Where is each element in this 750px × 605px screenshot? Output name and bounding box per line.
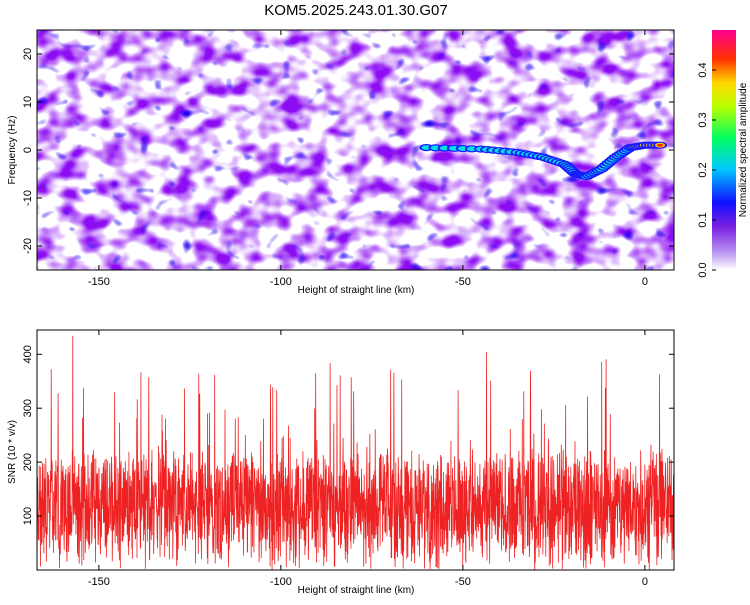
spectrogram-y-label: Frequency (Hz) xyxy=(7,116,18,185)
colorbar-tick-label: 0.3 xyxy=(697,112,709,127)
snr-frame xyxy=(36,329,675,571)
y-tick-label: -20 xyxy=(22,238,34,254)
signal-peak xyxy=(657,143,664,147)
x-tick-label: -100 xyxy=(270,276,292,288)
spectrogram-noise-field xyxy=(37,30,674,270)
y-tick-label: 10 xyxy=(22,96,34,108)
y-tick-label: 100 xyxy=(22,507,34,525)
signal-track xyxy=(419,141,668,180)
snr-plot-area xyxy=(37,330,674,570)
x-tick-label: 0 xyxy=(642,276,648,288)
colorbar-tick-label: 0.4 xyxy=(697,62,709,77)
x-tick-label: -50 xyxy=(455,276,471,288)
y-tick-label: 0 xyxy=(22,147,34,153)
colorbar-ticks: 0.0 0.1 0.2 0.3 0.4 xyxy=(697,62,716,278)
spectrogram-x-label: Height of straight line (km) xyxy=(298,285,415,296)
x-tick-label: -150 xyxy=(88,576,110,588)
y-tick-label: 300 xyxy=(22,399,34,417)
colorbar-tick-label: 0.1 xyxy=(697,212,709,227)
snr-x-label: Height of straight line (km) xyxy=(298,585,415,596)
spectrogram-plot-area xyxy=(37,30,674,270)
y-tick-label: 20 xyxy=(22,48,34,60)
colorbar-gradient xyxy=(712,30,736,270)
colorbar-label: Normalized spectral amplitude xyxy=(738,82,749,217)
colorbar-tick-label: 0.0 xyxy=(697,262,709,277)
x-tick-label: -100 xyxy=(270,576,292,588)
x-tick-label: 0 xyxy=(642,576,648,588)
snr-y-label: SNR (10 * v/v) xyxy=(7,420,18,484)
y-tick-label: -10 xyxy=(22,190,34,206)
x-tick-label: -50 xyxy=(455,576,471,588)
figure-title: KOM5.2025.243.01.30.G07 xyxy=(264,2,447,19)
colorbar-tick-label: 0.2 xyxy=(697,162,709,177)
colorbar: 0.0 0.1 0.2 0.3 0.4 Normalized spectral ampl… xyxy=(697,30,749,278)
spectrogram-x-ticks: -150 -100 -50 0 xyxy=(88,30,648,288)
spectrogram-y-ticks: -20 -10 0 10 20 xyxy=(22,48,674,254)
snr-x-ticks: -150 -100 -50 0 xyxy=(88,330,648,588)
x-tick-label: -150 xyxy=(88,276,110,288)
y-tick-label: 200 xyxy=(22,453,34,471)
snr-series-line xyxy=(37,335,674,570)
snr-panel: -150 -100 -50 0 100 200 300 400 Height of stra… xyxy=(7,329,675,596)
y-tick-label: 400 xyxy=(22,345,34,363)
snr-y-ticks: 100 200 300 400 xyxy=(22,345,674,525)
